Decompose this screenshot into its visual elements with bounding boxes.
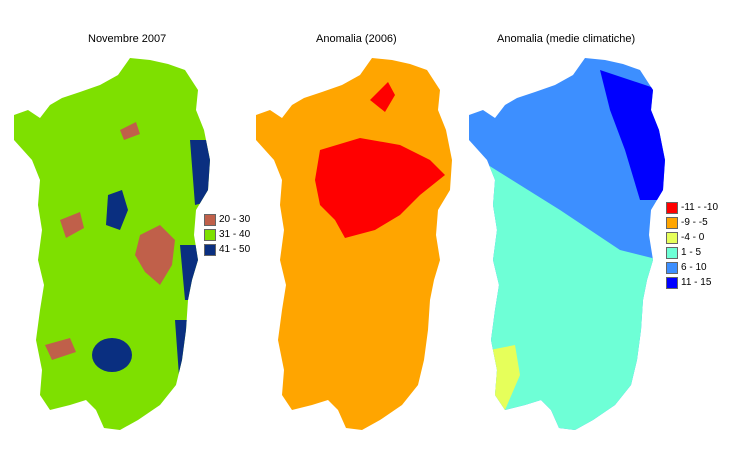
map-title-novembre-2007: Novembre 2007 bbox=[88, 33, 167, 45]
legend-swatch bbox=[666, 216, 678, 229]
map1-red-patch-west bbox=[60, 212, 84, 238]
legend-swatch bbox=[204, 243, 216, 256]
legend-swatch bbox=[666, 261, 678, 274]
map-title-anomalia-medie: Anomalia (medie climatiche) bbox=[497, 33, 636, 45]
map2-red-north bbox=[370, 82, 395, 112]
legend-row: 41 - 50 bbox=[204, 242, 250, 257]
legend-label: -9 - -5 bbox=[681, 217, 708, 228]
map-anomalia-medie bbox=[469, 58, 665, 430]
legend-row: 11 - 15 bbox=[666, 275, 718, 290]
legend-row: 31 - 40 bbox=[204, 227, 250, 242]
legend-row: 20 - 30 bbox=[204, 212, 250, 227]
map2-red-area bbox=[315, 138, 445, 238]
legend-novembre-2007: 20 - 30 31 - 40 41 - 50 bbox=[204, 212, 250, 257]
map3-dark-blue-east bbox=[600, 70, 665, 200]
map-title-anomalia-2006: Anomalia (2006) bbox=[316, 33, 397, 45]
legend-label: 41 - 50 bbox=[219, 244, 251, 255]
legend-swatch bbox=[204, 213, 216, 226]
legend-row: -11 - -10 bbox=[666, 200, 718, 215]
legend-label: 20 - 30 bbox=[219, 214, 251, 225]
legend-label: 6 - 10 bbox=[681, 262, 707, 273]
legend-anomalia-medie: -11 - -10 -9 - -5 -4 - 0 1 - 5 6 - 10 11… bbox=[666, 200, 718, 290]
legend-swatch bbox=[666, 276, 678, 289]
map1-island bbox=[14, 58, 210, 430]
legend-label: 31 - 40 bbox=[219, 229, 251, 240]
legend-row: -9 - -5 bbox=[666, 215, 718, 230]
map1-central-blob bbox=[106, 190, 128, 230]
map1-red-patch-east bbox=[135, 225, 175, 285]
legend-label: 1 - 5 bbox=[681, 247, 702, 258]
map2-island bbox=[256, 58, 452, 430]
legend-swatch bbox=[204, 228, 216, 241]
map1-red-patch-north bbox=[120, 122, 140, 140]
map-anomalia-2006 bbox=[256, 58, 452, 430]
map1-south-blob bbox=[92, 338, 132, 372]
legend-row: -4 - 0 bbox=[666, 230, 718, 245]
legend-label: -11 - -10 bbox=[681, 202, 719, 213]
map1-red-patch-south bbox=[45, 338, 76, 360]
legend-swatch bbox=[666, 231, 678, 244]
legend-swatch bbox=[666, 201, 678, 214]
legend-label: -4 - 0 bbox=[681, 232, 705, 243]
legend-row: 6 - 10 bbox=[666, 260, 718, 275]
legend-row: 1 - 5 bbox=[666, 245, 718, 260]
legend-swatch bbox=[666, 246, 678, 259]
legend-label: 11 - 15 bbox=[681, 277, 712, 288]
map-novembre-2007 bbox=[14, 58, 210, 430]
